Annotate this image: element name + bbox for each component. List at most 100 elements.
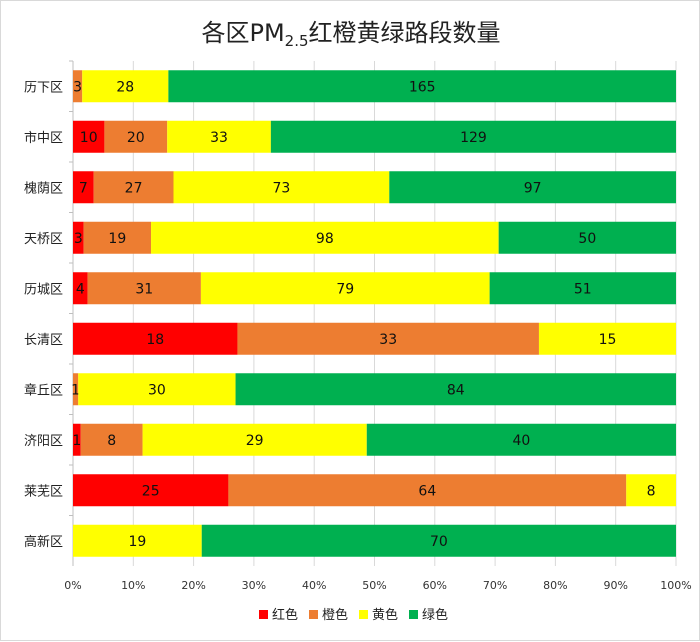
- data-label: 1: [71, 382, 80, 398]
- bar-segment: [201, 524, 676, 557]
- bar-segment: [489, 272, 676, 305]
- bar-segment: [78, 373, 236, 406]
- data-label: 27: [125, 180, 143, 196]
- data-label: 1: [72, 433, 81, 449]
- bar-segment: [73, 524, 202, 557]
- data-label: 97: [524, 180, 542, 196]
- legend-label: 红色: [272, 607, 298, 623]
- data-label: 8: [647, 483, 656, 499]
- data-label: 73: [272, 180, 290, 196]
- legend-swatch: [259, 610, 268, 619]
- title-part: 各区PM: [201, 19, 284, 47]
- bar-segment: [93, 171, 174, 204]
- data-label: 28: [116, 79, 134, 95]
- x-tick-label: 30%: [242, 579, 266, 592]
- category-label: 高新区: [24, 534, 63, 550]
- x-tick-label: 20%: [181, 579, 205, 592]
- legend-swatch: [409, 610, 418, 619]
- category-label: 济阳区: [24, 434, 63, 449]
- bar-segment: [73, 171, 94, 204]
- data-label: 33: [210, 130, 228, 146]
- legend-swatch: [359, 610, 368, 619]
- bar-segment: [73, 373, 79, 406]
- category-label: 长清区: [24, 333, 63, 348]
- data-label: 40: [512, 433, 530, 449]
- chart-title: 各区PM2.5红橙黄绿路段数量: [201, 19, 500, 50]
- data-label: 30: [148, 382, 166, 398]
- data-label: 8: [107, 433, 116, 449]
- bar-segment: [73, 221, 84, 254]
- data-label: 18: [146, 332, 164, 348]
- category-label: 市中区: [24, 130, 63, 146]
- x-tick-label: 100%: [660, 579, 691, 592]
- legend-label: 黄色: [372, 607, 398, 623]
- data-label: 84: [447, 382, 465, 398]
- bar-segment: [389, 171, 676, 204]
- bar-segment: [235, 373, 676, 406]
- bar-segment: [73, 272, 88, 305]
- x-tick-label: 50%: [362, 579, 386, 592]
- category-label: 历下区: [24, 80, 63, 95]
- bar-segment: [73, 70, 83, 103]
- category-label: 莱芜区: [24, 484, 63, 499]
- legend-swatch: [309, 610, 318, 619]
- bar-segment: [104, 120, 168, 153]
- bar-segment: [82, 70, 169, 103]
- data-label: 51: [574, 281, 592, 297]
- bar-segment: [270, 120, 676, 153]
- bar-segment: [151, 221, 499, 254]
- x-tick-label: 0%: [64, 579, 81, 592]
- data-label: 50: [578, 231, 596, 247]
- data-label: 98: [316, 231, 334, 247]
- data-label: 31: [135, 281, 153, 297]
- bar-segment: [73, 423, 81, 456]
- bar-segment: [366, 423, 676, 456]
- legend-label: 绿色: [422, 607, 448, 623]
- data-label: 19: [108, 231, 126, 247]
- bar-segment: [538, 322, 676, 355]
- x-tick-label: 40%: [302, 579, 326, 592]
- bar-segment: [200, 272, 490, 305]
- x-tick-label: 60%: [423, 579, 447, 592]
- data-label: 19: [128, 534, 146, 550]
- data-label: 25: [142, 483, 160, 499]
- bar-segment: [237, 322, 539, 355]
- category-label: 章丘区: [24, 382, 63, 398]
- title-part: 红橙黄绿路段数量: [309, 19, 501, 47]
- bar-segment: [498, 221, 676, 254]
- data-label: 129: [460, 130, 487, 146]
- data-label: 79: [336, 281, 354, 297]
- data-label: 29: [246, 433, 264, 449]
- bar-segment: [228, 474, 627, 507]
- title-part: 2.5: [285, 32, 309, 50]
- data-label: 4: [76, 281, 85, 297]
- bar-segment: [142, 423, 367, 456]
- category-label: 历城区: [24, 282, 63, 297]
- bar-segment: [173, 171, 390, 204]
- data-label: 165: [409, 79, 436, 95]
- data-label: 10: [80, 130, 98, 146]
- data-label: 20: [127, 130, 145, 146]
- bar-segment: [73, 120, 105, 153]
- category-label: 天桥区: [24, 232, 63, 247]
- bar-segment: [167, 120, 271, 153]
- x-tick-label: 70%: [483, 579, 507, 592]
- data-label: 33: [379, 332, 397, 348]
- bar-segment: [626, 474, 676, 507]
- bar-segment: [73, 474, 229, 507]
- category-label: 槐荫区: [24, 180, 63, 196]
- bar-segment: [73, 322, 238, 355]
- x-tick-label: 80%: [543, 579, 567, 592]
- bar-segment: [83, 221, 152, 254]
- data-label: 64: [418, 483, 436, 499]
- data-label: 3: [74, 231, 83, 247]
- data-label: 15: [599, 332, 617, 348]
- bar-segment: [80, 423, 143, 456]
- data-label: 70: [430, 534, 448, 550]
- bar-segment: [168, 70, 677, 103]
- x-tick-label: 10%: [121, 579, 145, 592]
- bar-segment: [87, 272, 201, 305]
- x-tick-label: 90%: [603, 579, 627, 592]
- data-label: 3: [73, 79, 82, 95]
